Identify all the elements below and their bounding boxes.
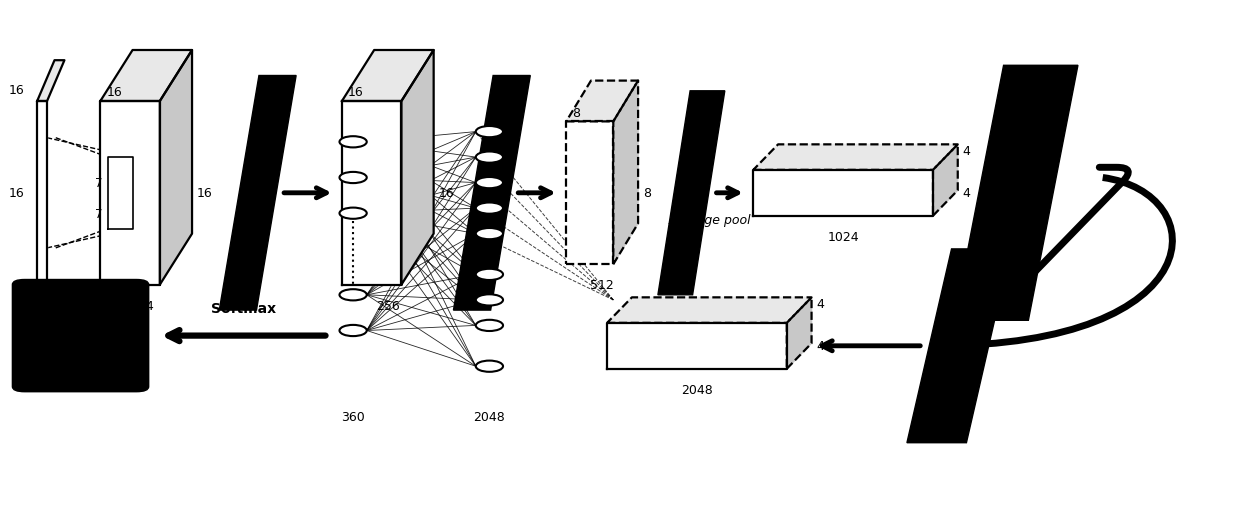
Polygon shape <box>753 145 958 171</box>
Text: 16: 16 <box>9 84 25 97</box>
Polygon shape <box>753 171 933 216</box>
Polygon shape <box>933 145 958 216</box>
Text: 4: 4 <box>817 298 824 310</box>
Circle shape <box>476 127 503 138</box>
Polygon shape <box>954 66 1078 321</box>
Text: 16: 16 <box>107 87 123 99</box>
Circle shape <box>339 173 367 184</box>
Polygon shape <box>787 298 812 369</box>
Text: 4: 4 <box>817 340 824 353</box>
Text: 16: 16 <box>35 300 50 313</box>
Circle shape <box>476 269 503 280</box>
FancyBboxPatch shape <box>12 280 149 392</box>
Circle shape <box>476 229 503 240</box>
Circle shape <box>339 137 367 148</box>
Polygon shape <box>100 51 192 102</box>
Circle shape <box>476 295 503 306</box>
Text: 16: 16 <box>197 187 213 200</box>
Text: Softmax: Softmax <box>211 302 276 316</box>
Circle shape <box>476 152 503 163</box>
Circle shape <box>339 290 367 301</box>
Circle shape <box>339 325 367 336</box>
Text: 64: 64 <box>139 299 154 312</box>
Circle shape <box>476 203 503 214</box>
Text: 2048: 2048 <box>473 410 506 422</box>
Circle shape <box>476 320 503 331</box>
Text: 2048: 2048 <box>681 383 712 396</box>
Text: 1024: 1024 <box>828 231 859 243</box>
Text: 256: 256 <box>375 299 400 312</box>
Text: 360: 360 <box>341 410 366 422</box>
Polygon shape <box>607 323 787 369</box>
Polygon shape <box>37 61 64 102</box>
Polygon shape <box>37 102 47 285</box>
Polygon shape <box>613 81 638 265</box>
Polygon shape <box>342 51 434 102</box>
Polygon shape <box>342 102 401 285</box>
Polygon shape <box>907 249 1011 443</box>
Text: 4: 4 <box>963 145 970 158</box>
Polygon shape <box>401 51 434 285</box>
Text: 16: 16 <box>439 187 455 200</box>
Circle shape <box>476 178 503 189</box>
Polygon shape <box>566 81 638 122</box>
Polygon shape <box>160 51 192 285</box>
Text: 8: 8 <box>572 107 580 120</box>
Polygon shape <box>566 122 613 265</box>
Polygon shape <box>25 285 136 387</box>
Text: 16: 16 <box>348 87 364 99</box>
Text: 4: 4 <box>963 187 970 200</box>
Circle shape <box>476 361 503 372</box>
Polygon shape <box>100 102 160 285</box>
Polygon shape <box>453 76 530 310</box>
Polygon shape <box>607 298 812 323</box>
Text: 16: 16 <box>9 187 25 200</box>
Polygon shape <box>658 92 725 295</box>
Circle shape <box>339 208 367 219</box>
Text: 7: 7 <box>95 177 103 190</box>
Text: 512: 512 <box>590 279 615 292</box>
Text: 8: 8 <box>643 187 650 200</box>
Polygon shape <box>219 76 296 310</box>
Text: 7: 7 <box>95 207 103 220</box>
Text: Average pool: Average pool <box>669 214 752 227</box>
